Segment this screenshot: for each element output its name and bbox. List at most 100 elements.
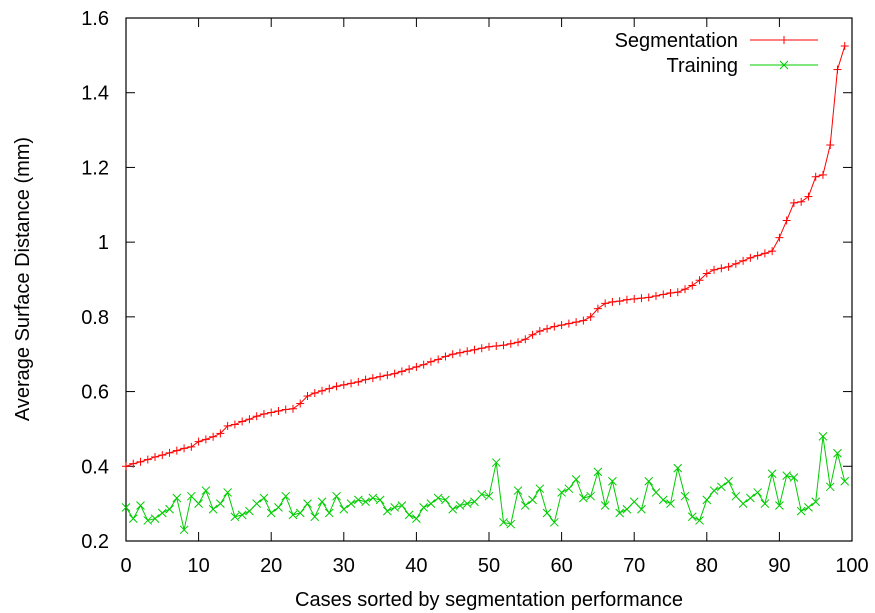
data-point-segmentation — [760, 249, 769, 258]
data-point-training — [782, 471, 792, 480]
data-point-training — [150, 514, 160, 523]
data-point-training — [600, 501, 610, 510]
data-point-training — [557, 488, 566, 497]
data-point-training — [361, 497, 370, 507]
data-point-segmentation — [485, 342, 493, 351]
data-point-segmentation — [673, 288, 682, 297]
data-point-segmentation — [746, 253, 755, 262]
data-point-segmentation — [245, 415, 254, 424]
data-point-training — [760, 499, 770, 508]
data-point-segmentation — [630, 294, 639, 303]
x-tick-label: 60 — [550, 555, 572, 577]
data-point-segmentation — [448, 350, 457, 359]
data-point-training — [840, 476, 850, 486]
data-point-segmentation — [695, 276, 704, 285]
plot-frame — [125, 17, 853, 542]
data-point-training — [593, 467, 603, 477]
y-tick-label: 1.2 — [81, 157, 109, 179]
data-point-training — [789, 473, 799, 482]
data-point-segmentation — [514, 338, 523, 347]
data-point-segmentation — [165, 448, 174, 457]
data-point-segmentation — [477, 344, 486, 353]
data-point-segmentation — [230, 420, 239, 429]
data-point-segmentation — [223, 421, 232, 430]
legend-label-segmentation: Segmentation — [615, 30, 738, 52]
data-point-segmentation — [739, 256, 748, 265]
x-tick-label: 30 — [333, 555, 355, 577]
data-point-training — [252, 499, 262, 508]
data-point-training — [506, 519, 516, 529]
data-point-training — [136, 501, 145, 510]
data-point-training — [571, 475, 581, 484]
data-point-segmentation — [659, 290, 668, 299]
data-point-segmentation — [593, 304, 602, 313]
data-point-training — [695, 516, 704, 525]
data-point-training — [825, 482, 835, 492]
y-tick-label: 1.6 — [81, 8, 109, 30]
data-point-training — [484, 491, 494, 501]
data-point-training — [651, 488, 661, 497]
data-point-training — [259, 493, 269, 503]
data-point-training — [753, 488, 762, 497]
data-point-segmentation — [557, 321, 566, 330]
data-point-training — [353, 495, 363, 505]
x-axis: 0 10 20 30 40 50 60 70 80 90 100 — [120, 18, 869, 577]
data-point-training — [535, 484, 545, 494]
data-point-segmentation — [717, 264, 726, 273]
data-point-segmentation — [122, 462, 130, 471]
data-point-training — [470, 497, 479, 507]
data-point-training — [274, 503, 283, 512]
data-point-segmentation — [492, 341, 501, 350]
legend: Segmentation Training — [615, 30, 818, 77]
data-point-segmentation — [644, 293, 653, 302]
data-point-training — [121, 503, 131, 512]
data-point-segmentation — [528, 330, 537, 339]
data-point-training — [702, 495, 712, 505]
data-point-training — [404, 510, 414, 520]
data-point-segmentation — [216, 429, 225, 438]
data-point-segmentation — [818, 170, 827, 179]
data-point-segmentation — [731, 259, 740, 268]
data-point-training — [448, 504, 458, 514]
data-point-training — [658, 495, 668, 505]
data-point-training — [818, 432, 828, 441]
data-point-segmentation — [201, 435, 210, 444]
y-tick-label: 0.8 — [81, 307, 109, 329]
data-point-segmentation — [296, 399, 305, 408]
data-point-segmentation — [797, 197, 806, 206]
data-point-segmentation — [782, 216, 791, 225]
data-point-segmentation — [426, 357, 435, 366]
data-point-training — [542, 508, 552, 518]
x-tick-label: 70 — [623, 555, 645, 577]
data-point-training — [223, 488, 232, 497]
x-tick-label: 100 — [835, 555, 868, 577]
data-point-training — [564, 484, 574, 494]
data-point-training — [317, 497, 327, 507]
data-point-segmentation — [651, 291, 660, 300]
data-point-training — [201, 486, 211, 495]
data-point-segmentation — [840, 42, 849, 51]
y-tick-label: 0.6 — [81, 382, 109, 404]
data-point-training — [172, 493, 182, 503]
data-point-segmentation — [354, 377, 363, 386]
data-point-training — [128, 514, 138, 523]
data-point-training — [412, 514, 421, 523]
data-point-training — [666, 499, 675, 508]
x-tick-label: 10 — [187, 555, 209, 577]
series-line-segmentation — [125, 45, 846, 467]
data-point-segmentation — [238, 417, 247, 426]
data-point-segmentation — [688, 281, 697, 290]
data-point-training — [332, 491, 341, 501]
data-point-segmentation — [412, 362, 421, 371]
data-point-segmentation — [521, 335, 530, 344]
data-point-training — [644, 476, 654, 486]
data-point-training — [477, 489, 487, 499]
data-point-training — [368, 493, 378, 503]
data-point-segmentation — [775, 233, 784, 242]
data-point-segmentation — [158, 451, 167, 460]
data-point-training — [194, 499, 203, 508]
data-point-training — [455, 501, 465, 510]
data-point-training — [680, 491, 690, 501]
data-point-training — [767, 469, 777, 479]
data-point-segmentation — [325, 384, 334, 393]
